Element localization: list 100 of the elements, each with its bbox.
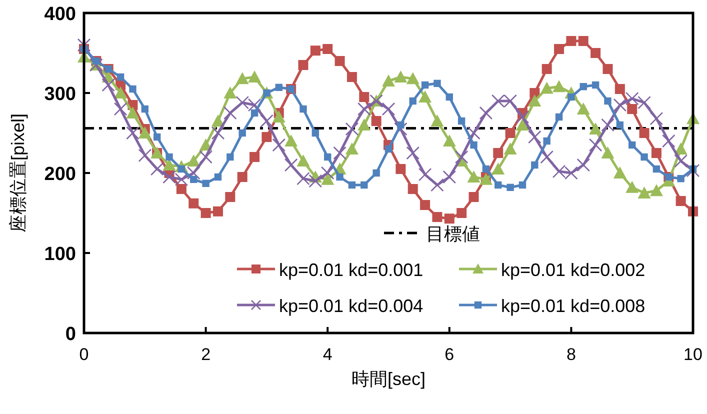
point — [260, 114, 274, 128]
point — [674, 142, 688, 154]
point — [662, 134, 676, 148]
point — [212, 206, 223, 216]
point — [626, 180, 639, 193]
point — [639, 128, 650, 138]
point — [454, 150, 468, 164]
point — [162, 158, 176, 170]
point — [284, 134, 298, 146]
point — [408, 184, 418, 194]
x-tick-label: 4 — [322, 345, 332, 364]
point — [214, 173, 222, 181]
point — [396, 164, 406, 174]
x-tick-label: 10 — [684, 345, 702, 364]
point — [296, 154, 310, 166]
point — [506, 184, 514, 191]
point — [652, 165, 660, 173]
point — [576, 102, 590, 114]
point — [528, 94, 542, 106]
point — [358, 118, 371, 130]
point — [199, 150, 212, 164]
point — [346, 72, 357, 82]
point — [324, 153, 332, 161]
point — [616, 121, 624, 129]
legend-label: kp=0.01 kd=0.002 — [501, 260, 646, 280]
point — [555, 113, 563, 121]
point — [114, 86, 128, 98]
point — [312, 129, 320, 137]
point — [188, 198, 199, 208]
point — [504, 142, 517, 154]
point — [225, 192, 236, 202]
point — [190, 176, 198, 183]
point — [250, 152, 260, 162]
point — [540, 82, 554, 94]
point — [382, 74, 395, 86]
point — [492, 162, 505, 174]
point — [262, 132, 272, 142]
point — [627, 104, 638, 114]
point — [677, 175, 684, 182]
point — [224, 86, 237, 98]
point — [116, 73, 124, 81]
point — [442, 170, 456, 184]
point — [614, 84, 625, 94]
point — [479, 106, 493, 120]
point — [613, 98, 627, 112]
point — [321, 172, 334, 185]
point — [320, 166, 334, 180]
y-tick-label: 300 — [44, 84, 76, 105]
x-tick-label: 8 — [566, 345, 576, 364]
point — [77, 38, 91, 52]
point — [300, 105, 307, 113]
point — [211, 114, 224, 126]
point — [601, 118, 614, 132]
point — [237, 172, 248, 182]
point — [406, 72, 420, 84]
point — [601, 146, 614, 158]
point — [640, 153, 648, 161]
point — [166, 153, 173, 161]
point — [456, 208, 467, 218]
legend-label: kp=0.01 kd=0.008 — [501, 296, 646, 316]
point — [406, 146, 420, 160]
point — [578, 36, 588, 46]
point — [359, 92, 370, 102]
point — [542, 64, 552, 74]
point — [528, 130, 542, 144]
point — [638, 96, 651, 110]
point — [186, 166, 200, 180]
point — [397, 121, 404, 129]
point — [604, 97, 612, 105]
y-tick-label: 200 — [44, 164, 76, 185]
point — [470, 141, 478, 149]
point — [176, 184, 186, 194]
point — [516, 110, 530, 124]
point — [298, 60, 308, 70]
point — [444, 214, 454, 224]
point — [382, 102, 396, 116]
legend-label: kp=0.01 kd=0.001 — [279, 260, 424, 280]
point — [446, 93, 453, 101]
point — [250, 109, 258, 117]
point — [650, 112, 664, 126]
point — [518, 181, 526, 189]
point — [126, 126, 140, 140]
point — [592, 81, 600, 89]
point — [226, 153, 234, 161]
legend-label: 目標値 — [426, 224, 480, 244]
point — [568, 93, 575, 101]
point — [272, 138, 286, 152]
point — [505, 128, 516, 138]
point — [590, 48, 601, 58]
point — [432, 212, 442, 222]
point — [384, 145, 392, 153]
y-tick-label: 0 — [65, 324, 76, 345]
point — [272, 110, 286, 122]
point — [613, 166, 626, 178]
point — [200, 208, 211, 218]
point — [138, 148, 152, 162]
point — [202, 180, 210, 187]
point — [348, 181, 356, 189]
y-tick-label: 100 — [44, 244, 76, 265]
point — [566, 36, 576, 46]
